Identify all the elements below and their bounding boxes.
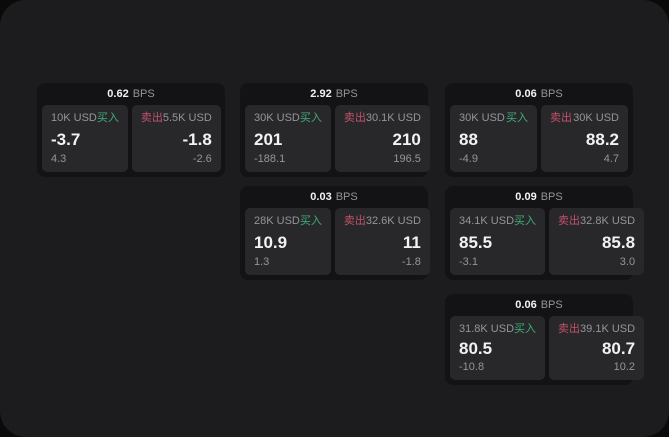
bps-value: 0.06 bbox=[515, 88, 537, 100]
buy-side-label: 买入 bbox=[96, 112, 119, 124]
buy-amount: 30K USD bbox=[459, 112, 505, 124]
sell-price: 210 bbox=[392, 129, 421, 149]
bps-unit-label: BPS bbox=[540, 299, 563, 311]
sell-price: 85.8 bbox=[601, 232, 636, 252]
buy-change: -10.8 bbox=[459, 361, 485, 373]
sell-amount: 32.8K USD bbox=[580, 215, 636, 227]
bps-unit-label: BPS bbox=[540, 191, 563, 203]
buy-amount: 34.1K USD bbox=[459, 215, 515, 227]
buy-amount: 30K USD bbox=[254, 112, 300, 124]
sell-side-label: 卖出 bbox=[558, 323, 581, 335]
bps-card: 0.62 BPS 10K USD 买入 -3.7 4.3 卖出 5.5K USD… bbox=[37, 83, 225, 177]
sell-change: 196.5 bbox=[393, 153, 421, 165]
buy-amount: 31.8K USD bbox=[459, 323, 515, 335]
sell-panel[interactable]: 卖出 32.8K USD 85.8 3.0 bbox=[549, 208, 645, 275]
buy-price: 201 bbox=[254, 129, 283, 149]
buy-amount: 28K USD bbox=[254, 215, 300, 227]
sell-change: -2.6 bbox=[192, 153, 212, 165]
bps-unit-label: BPS bbox=[335, 191, 358, 203]
buy-side-label: 买入 bbox=[299, 215, 322, 227]
bps-header: 0.06 BPS bbox=[445, 294, 633, 316]
buy-panel[interactable]: 30K USD 买入 88 -4.9 bbox=[450, 105, 537, 172]
sell-panel[interactable]: 卖出 32.6K USD 11 -1.8 bbox=[334, 208, 430, 275]
sell-change: 3.0 bbox=[619, 256, 636, 268]
buy-price: 88 bbox=[459, 129, 478, 149]
bps-value: 0.62 bbox=[107, 88, 129, 100]
sell-panel[interactable]: 卖出 30.1K USD 210 196.5 bbox=[334, 105, 430, 172]
buy-side-label: 买入 bbox=[514, 323, 537, 335]
bps-header: 0.09 BPS bbox=[445, 186, 633, 208]
sell-panel[interactable]: 卖出 30K USD 88.2 4.7 bbox=[541, 105, 628, 172]
sell-amount: 5.5K USD bbox=[162, 112, 212, 124]
bps-header: 0.06 BPS bbox=[445, 83, 633, 105]
sell-side-label: 卖出 bbox=[140, 112, 163, 124]
sell-price: -1.8 bbox=[182, 129, 212, 149]
buy-price: 10.9 bbox=[254, 232, 288, 252]
sell-change: 10.2 bbox=[613, 361, 636, 373]
bps-value: 0.09 bbox=[515, 191, 537, 203]
bps-unit-label: BPS bbox=[335, 88, 358, 100]
buy-side-label: 买入 bbox=[506, 112, 528, 124]
sell-price: 88.2 bbox=[585, 129, 619, 149]
buy-price: 85.5 bbox=[459, 232, 493, 252]
sell-panel[interactable]: 卖出 5.5K USD -1.8 -2.6 bbox=[131, 105, 221, 172]
bps-unit-label: BPS bbox=[540, 88, 563, 100]
buy-change: -4.9 bbox=[459, 153, 478, 165]
sell-amount: 32.6K USD bbox=[365, 215, 421, 227]
sell-side-label: 卖出 bbox=[558, 215, 581, 227]
buy-price: 80.5 bbox=[459, 339, 493, 358]
buy-price: -3.7 bbox=[51, 129, 81, 149]
sell-side-label: 卖出 bbox=[343, 112, 366, 124]
buy-change: 4.3 bbox=[51, 153, 67, 165]
buy-change: -188.1 bbox=[254, 153, 286, 165]
sell-change: 4.7 bbox=[603, 153, 619, 165]
buy-panel[interactable]: 30K USD 买入 201 -188.1 bbox=[245, 105, 331, 172]
sell-amount: 30.1K USD bbox=[365, 112, 421, 124]
buy-change: 1.3 bbox=[254, 256, 270, 268]
buy-amount: 10K USD bbox=[51, 112, 97, 124]
bps-card: 0.09 BPS 34.1K USD 买入 85.5 -3.1 卖出 32.8K… bbox=[445, 186, 645, 280]
bps-header: 0.03 BPS bbox=[240, 186, 428, 208]
bps-value: 2.92 bbox=[310, 88, 332, 100]
bps-header: 0.62 BPS bbox=[37, 83, 225, 105]
buy-side-label: 买入 bbox=[514, 215, 537, 227]
buy-change: -3.1 bbox=[459, 256, 478, 268]
bps-card: 0.06 BPS 31.8K USD 买入 80.5 -10.8 卖出 39.1… bbox=[445, 294, 645, 385]
bps-card: 2.92 BPS 30K USD 买入 201 -188.1 卖出 30.1K … bbox=[240, 83, 430, 177]
sell-price: 80.7 bbox=[601, 339, 636, 358]
sell-side-label: 卖出 bbox=[550, 112, 572, 124]
buy-panel[interactable]: 34.1K USD 买入 85.5 -3.1 bbox=[450, 208, 546, 275]
bps-value: 0.03 bbox=[310, 191, 332, 203]
sell-amount: 30K USD bbox=[573, 112, 619, 124]
sell-side-label: 卖出 bbox=[343, 215, 366, 227]
sell-amount: 39.1K USD bbox=[580, 323, 636, 335]
buy-panel[interactable]: 10K USD 买入 -3.7 4.3 bbox=[42, 105, 128, 172]
bps-value: 0.06 bbox=[515, 299, 537, 311]
bps-card: 0.06 BPS 30K USD 买入 88 -4.9 卖出 30K USD 8… bbox=[445, 83, 633, 177]
bps-unit-label: BPS bbox=[132, 88, 155, 100]
buy-side-label: 买入 bbox=[299, 112, 322, 124]
buy-panel[interactable]: 31.8K USD 买入 80.5 -10.8 bbox=[450, 316, 546, 380]
bps-card: 0.03 BPS 28K USD 买入 10.9 1.3 卖出 32.6K US… bbox=[240, 186, 430, 280]
sell-change: -1.8 bbox=[401, 256, 421, 268]
sell-price: 11 bbox=[402, 232, 421, 252]
bps-header: 2.92 BPS bbox=[240, 83, 428, 105]
buy-panel[interactable]: 28K USD 买入 10.9 1.3 bbox=[245, 208, 331, 275]
sell-panel[interactable]: 卖出 39.1K USD 80.7 10.2 bbox=[549, 316, 645, 380]
